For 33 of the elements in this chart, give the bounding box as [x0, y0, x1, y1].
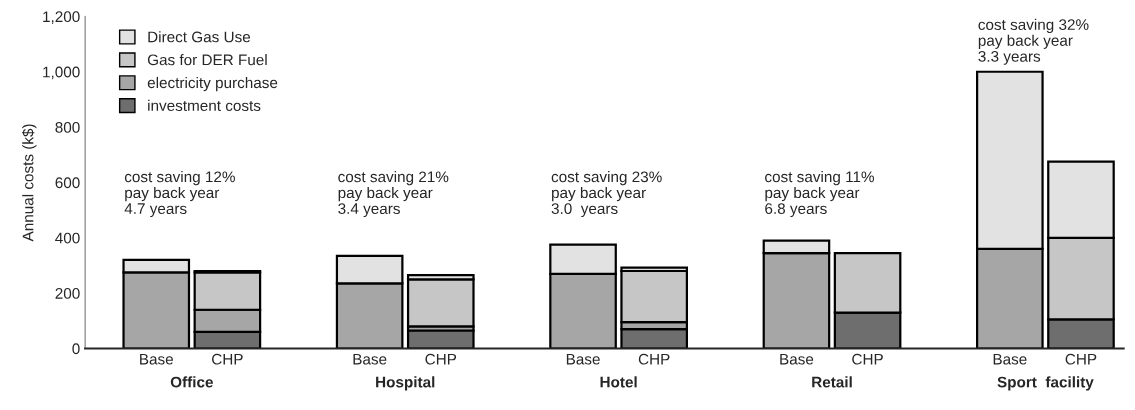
- x-tick-label: Base: [780, 353, 814, 365]
- legend-label: Direct Gas Use: [148, 31, 251, 43]
- y-tick-label: 1,200: [43, 11, 80, 24]
- x-tick-label: CHP: [852, 353, 883, 365]
- annotation: cost saving 32% pay back year 3.3 years: [978, 18, 1089, 65]
- y-tick-label: 200: [55, 288, 80, 299]
- legend-label: electricity purchase: [147, 76, 278, 92]
- text: Sport facility: [997, 376, 1094, 391]
- annotation: cost saving 21% pay back year 3.4 years: [338, 171, 449, 218]
- text: Hotel: [600, 376, 637, 388]
- y-tick-label: 800: [55, 121, 80, 133]
- legend-label: investment costs: [148, 99, 261, 112]
- x-tick-label: Base: [353, 353, 387, 365]
- text: Retail: [812, 376, 852, 388]
- annotation: cost saving 11% pay back year 6.8 years: [765, 171, 875, 218]
- x-tick-label: Base: [140, 353, 173, 365]
- x-tick-label: CHP: [638, 353, 670, 365]
- legend-label: Gas for DER Fuel: [147, 54, 267, 66]
- y-axis-title: Annual costs (k$): [22, 124, 37, 242]
- x-tick-label: Base: [993, 353, 1027, 365]
- x-tick-label: CHP: [1065, 353, 1097, 365]
- bar: [406, 278, 475, 328]
- y-tick-label: 1,000: [43, 66, 80, 80]
- y-tick-label: 600: [55, 177, 80, 189]
- text: Hospital: [376, 376, 435, 391]
- annotation: cost saving 23% pay back year 3.0 years: [551, 171, 662, 218]
- text: Office: [170, 376, 213, 388]
- x-tick-label: CHP: [212, 353, 243, 365]
- y-tick-label: 0: [72, 343, 80, 355]
- x-tick-label: CHP: [425, 353, 457, 365]
- y-tick-label: 400: [55, 232, 80, 244]
- annotation: cost saving 12% pay back year 4.7 years: [124, 171, 235, 218]
- x-tick-label: Base: [566, 353, 600, 365]
